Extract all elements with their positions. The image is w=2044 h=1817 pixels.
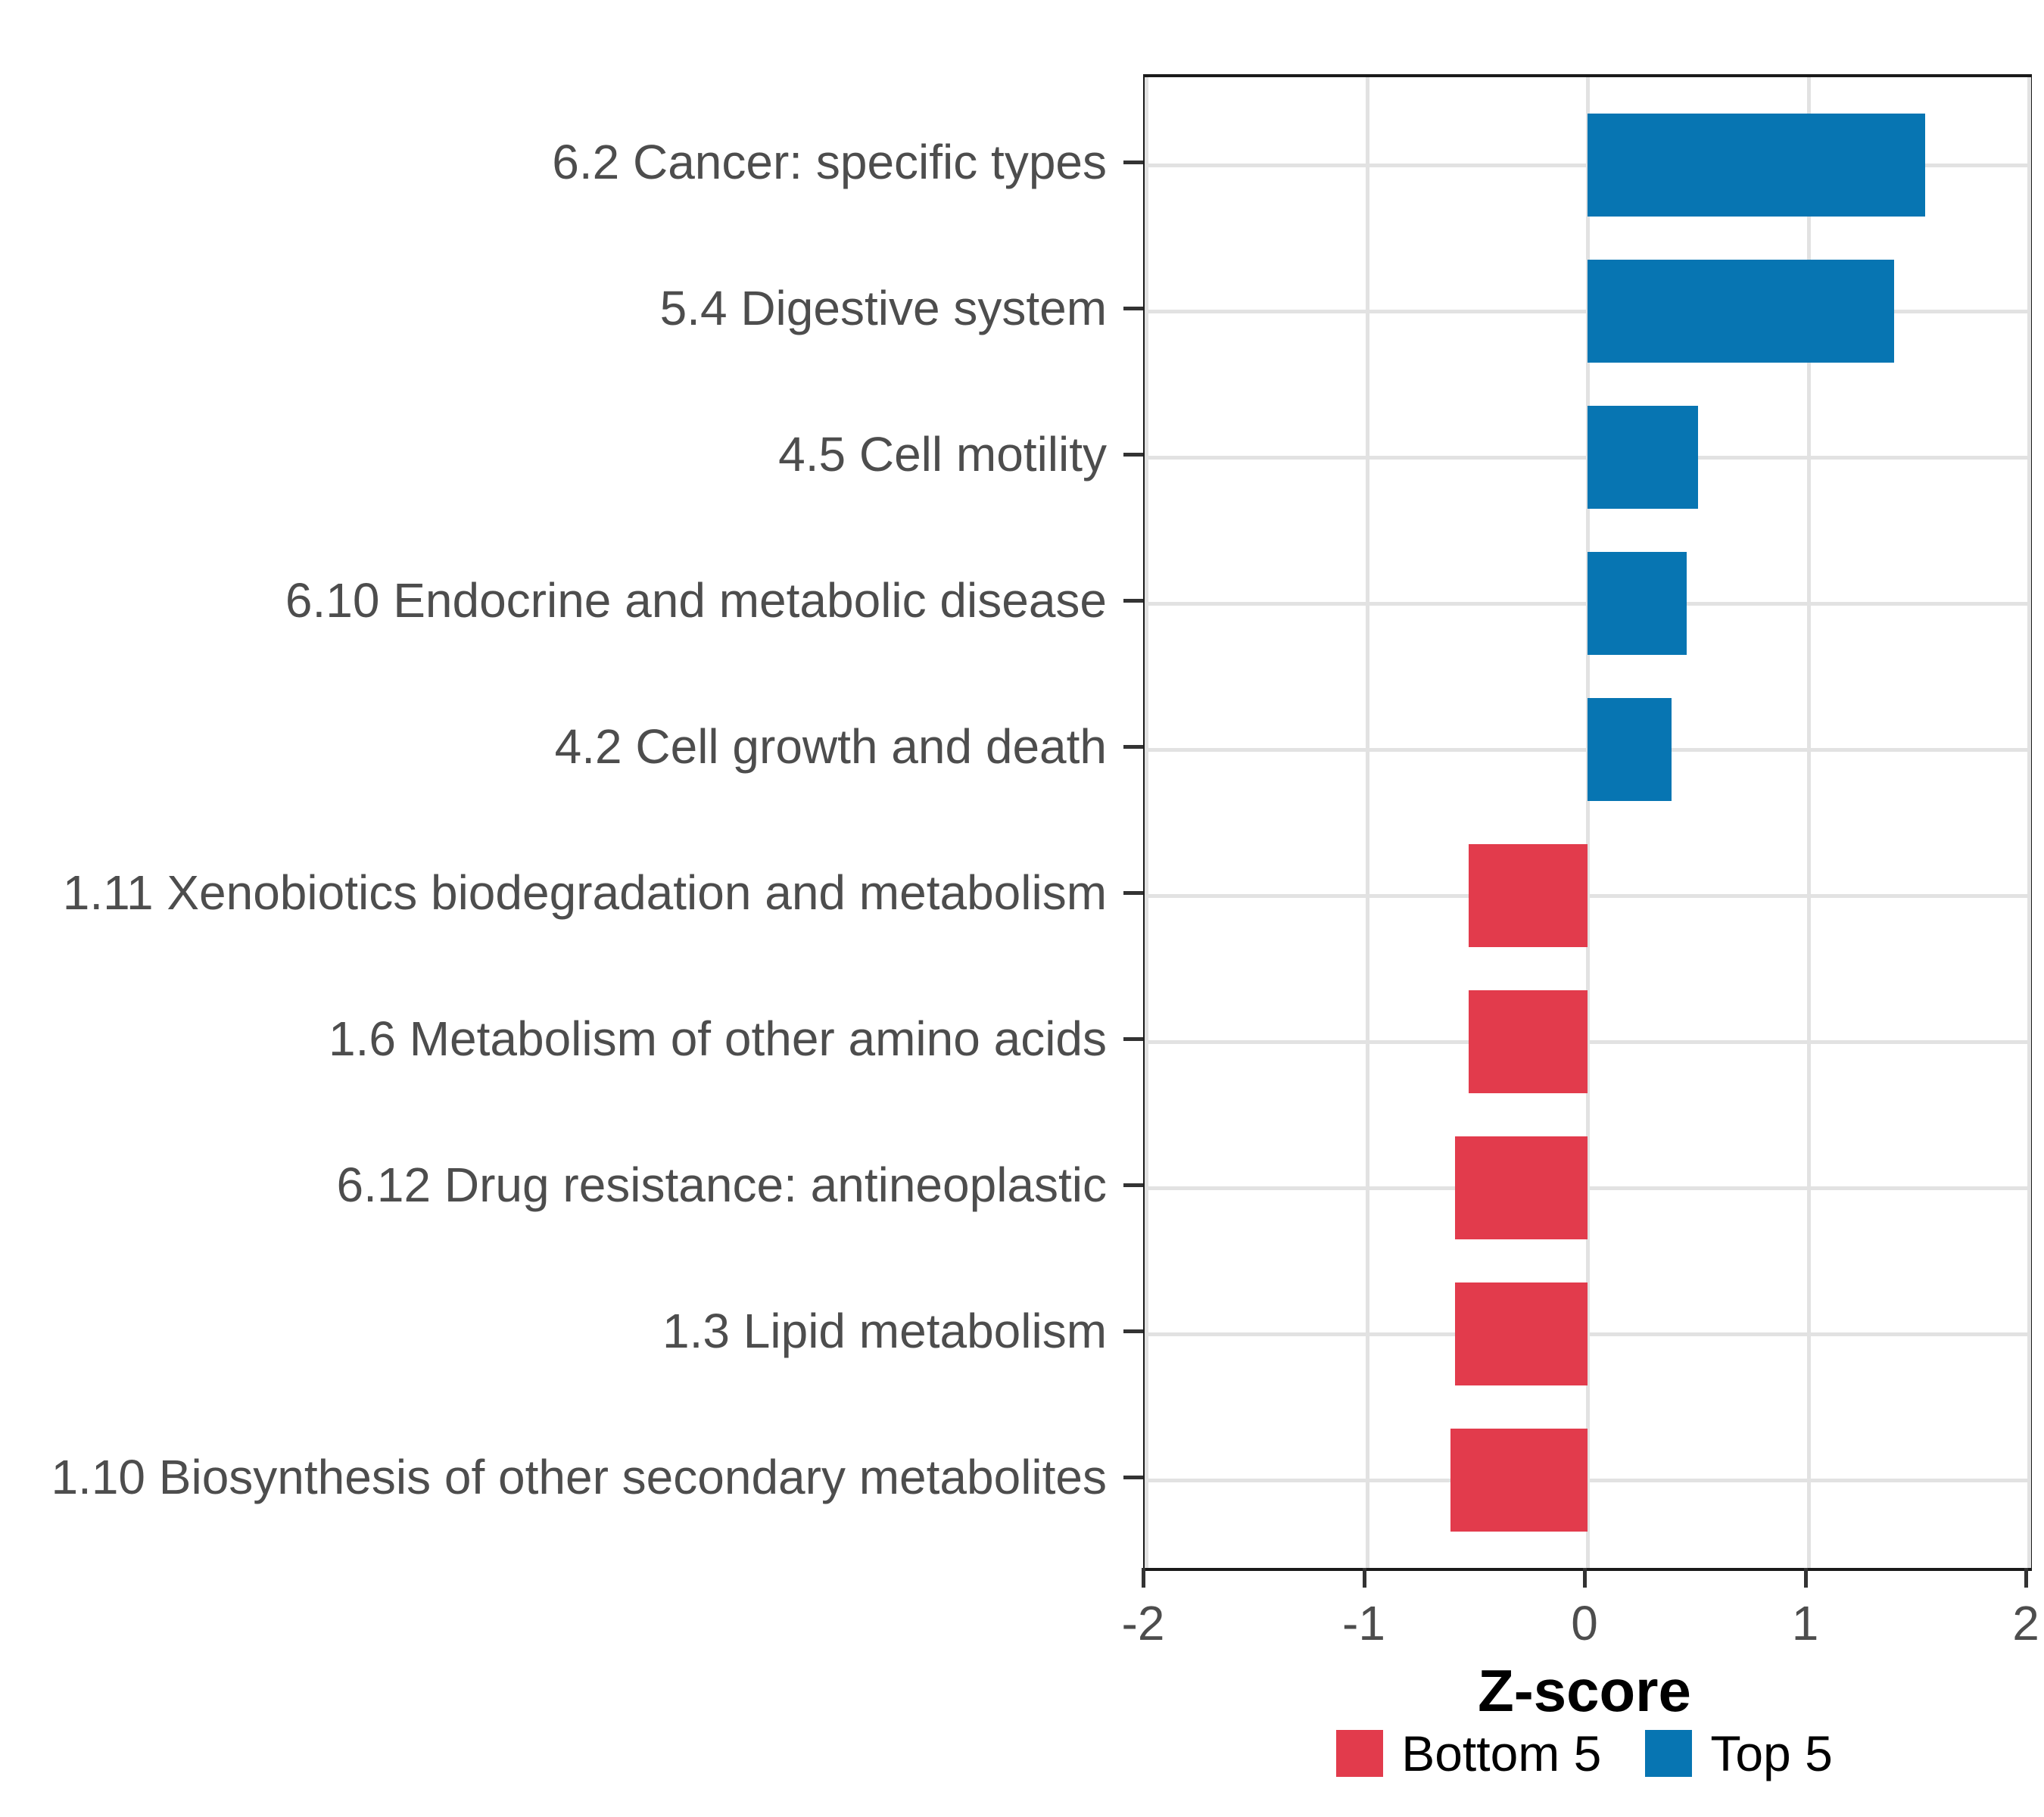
legend-swatch-icon bbox=[1336, 1730, 1384, 1777]
y-gridline bbox=[1146, 1186, 2029, 1191]
legend-item-top-5: Top 5 bbox=[1645, 1725, 1833, 1782]
y-gridline bbox=[1146, 1332, 2029, 1337]
y-tick-mark bbox=[1123, 1476, 1143, 1480]
y-axis-label-3: 6.10 Endocrine and metabolic disease bbox=[285, 572, 1107, 628]
x-tick-mark-0 bbox=[1583, 1568, 1587, 1588]
y-axis-label-9: 1.10 Biosynthesis of other secondary met… bbox=[51, 1450, 1107, 1505]
y-gridline bbox=[1146, 894, 2029, 899]
x-gridline-2 bbox=[2027, 77, 2031, 1568]
y-axis-label-2: 4.5 Cell motility bbox=[778, 426, 1107, 482]
y-tick-mark bbox=[1123, 1037, 1143, 1042]
legend-label: Top 5 bbox=[1710, 1725, 1833, 1781]
y-tick-mark bbox=[1123, 1329, 1143, 1334]
y-tick-mark bbox=[1123, 306, 1143, 310]
y-tick-mark bbox=[1123, 598, 1143, 603]
legend: Bottom 5 Top 5 bbox=[1143, 1725, 2026, 1782]
y-tick-mark bbox=[1123, 1183, 1143, 1188]
bar-top5-1 bbox=[1588, 259, 1895, 363]
y-tick-mark bbox=[1123, 160, 1143, 164]
y-axis-label-0: 6.2 Cancer: specific types bbox=[552, 134, 1107, 189]
x-gridline-0 bbox=[1586, 77, 1590, 1568]
bar-top5-4 bbox=[1588, 697, 1672, 801]
y-axis-label-5: 1.11 Xenobiotics biodegradation and meta… bbox=[62, 865, 1107, 921]
y-axis-label-7: 6.12 Drug resistance: antineoplastic bbox=[336, 1158, 1107, 1213]
bar-top5-0 bbox=[1588, 113, 1925, 217]
plot-panel bbox=[1143, 74, 2032, 1571]
bar-bottom5-6 bbox=[1468, 990, 1588, 1094]
y-tick-mark bbox=[1123, 744, 1143, 749]
y-gridline bbox=[1146, 1040, 2029, 1045]
x-gridline--2 bbox=[1145, 77, 1148, 1568]
y-gridline bbox=[1146, 1479, 2029, 1483]
x-axis-title: Z-score bbox=[1478, 1657, 1691, 1724]
bar-bottom5-9 bbox=[1450, 1429, 1588, 1532]
y-axis-label-6: 1.6 Metabolism of other amino acids bbox=[328, 1011, 1107, 1067]
y-axis-label-4: 4.2 Cell growth and death bbox=[554, 718, 1107, 774]
x-tick-label-0: 0 bbox=[1571, 1596, 1598, 1650]
bar-bottom5-5 bbox=[1468, 844, 1588, 948]
bar-top5-2 bbox=[1588, 405, 1698, 509]
x-tick-label--1: -1 bbox=[1342, 1596, 1385, 1650]
x-tick-mark-1 bbox=[1803, 1568, 1808, 1588]
x-tick-mark--1 bbox=[1362, 1568, 1366, 1588]
x-gridline--1 bbox=[1365, 77, 1369, 1568]
x-tick-mark--2 bbox=[1142, 1568, 1145, 1588]
y-tick-mark bbox=[1123, 452, 1143, 457]
y-axis-label-1: 5.4 Digestive system bbox=[659, 280, 1107, 335]
bar-top5-3 bbox=[1588, 551, 1687, 655]
bar-bottom5-8 bbox=[1455, 1282, 1588, 1386]
y-axis-label-8: 1.3 Lipid metabolism bbox=[662, 1304, 1107, 1359]
legend-swatch-icon bbox=[1645, 1730, 1693, 1777]
x-tick-label--2: -2 bbox=[1121, 1596, 1165, 1650]
bar-bottom5-7 bbox=[1455, 1136, 1588, 1240]
x-tick-mark-2 bbox=[2024, 1568, 2028, 1588]
x-gridline-1 bbox=[1806, 77, 1811, 1568]
legend-item-bottom-5: Bottom 5 bbox=[1336, 1725, 1601, 1782]
x-tick-label-2: 2 bbox=[2012, 1596, 2039, 1650]
x-tick-label-1: 1 bbox=[1791, 1596, 1819, 1650]
y-tick-mark bbox=[1123, 891, 1143, 896]
legend-label: Bottom 5 bbox=[1401, 1725, 1602, 1781]
